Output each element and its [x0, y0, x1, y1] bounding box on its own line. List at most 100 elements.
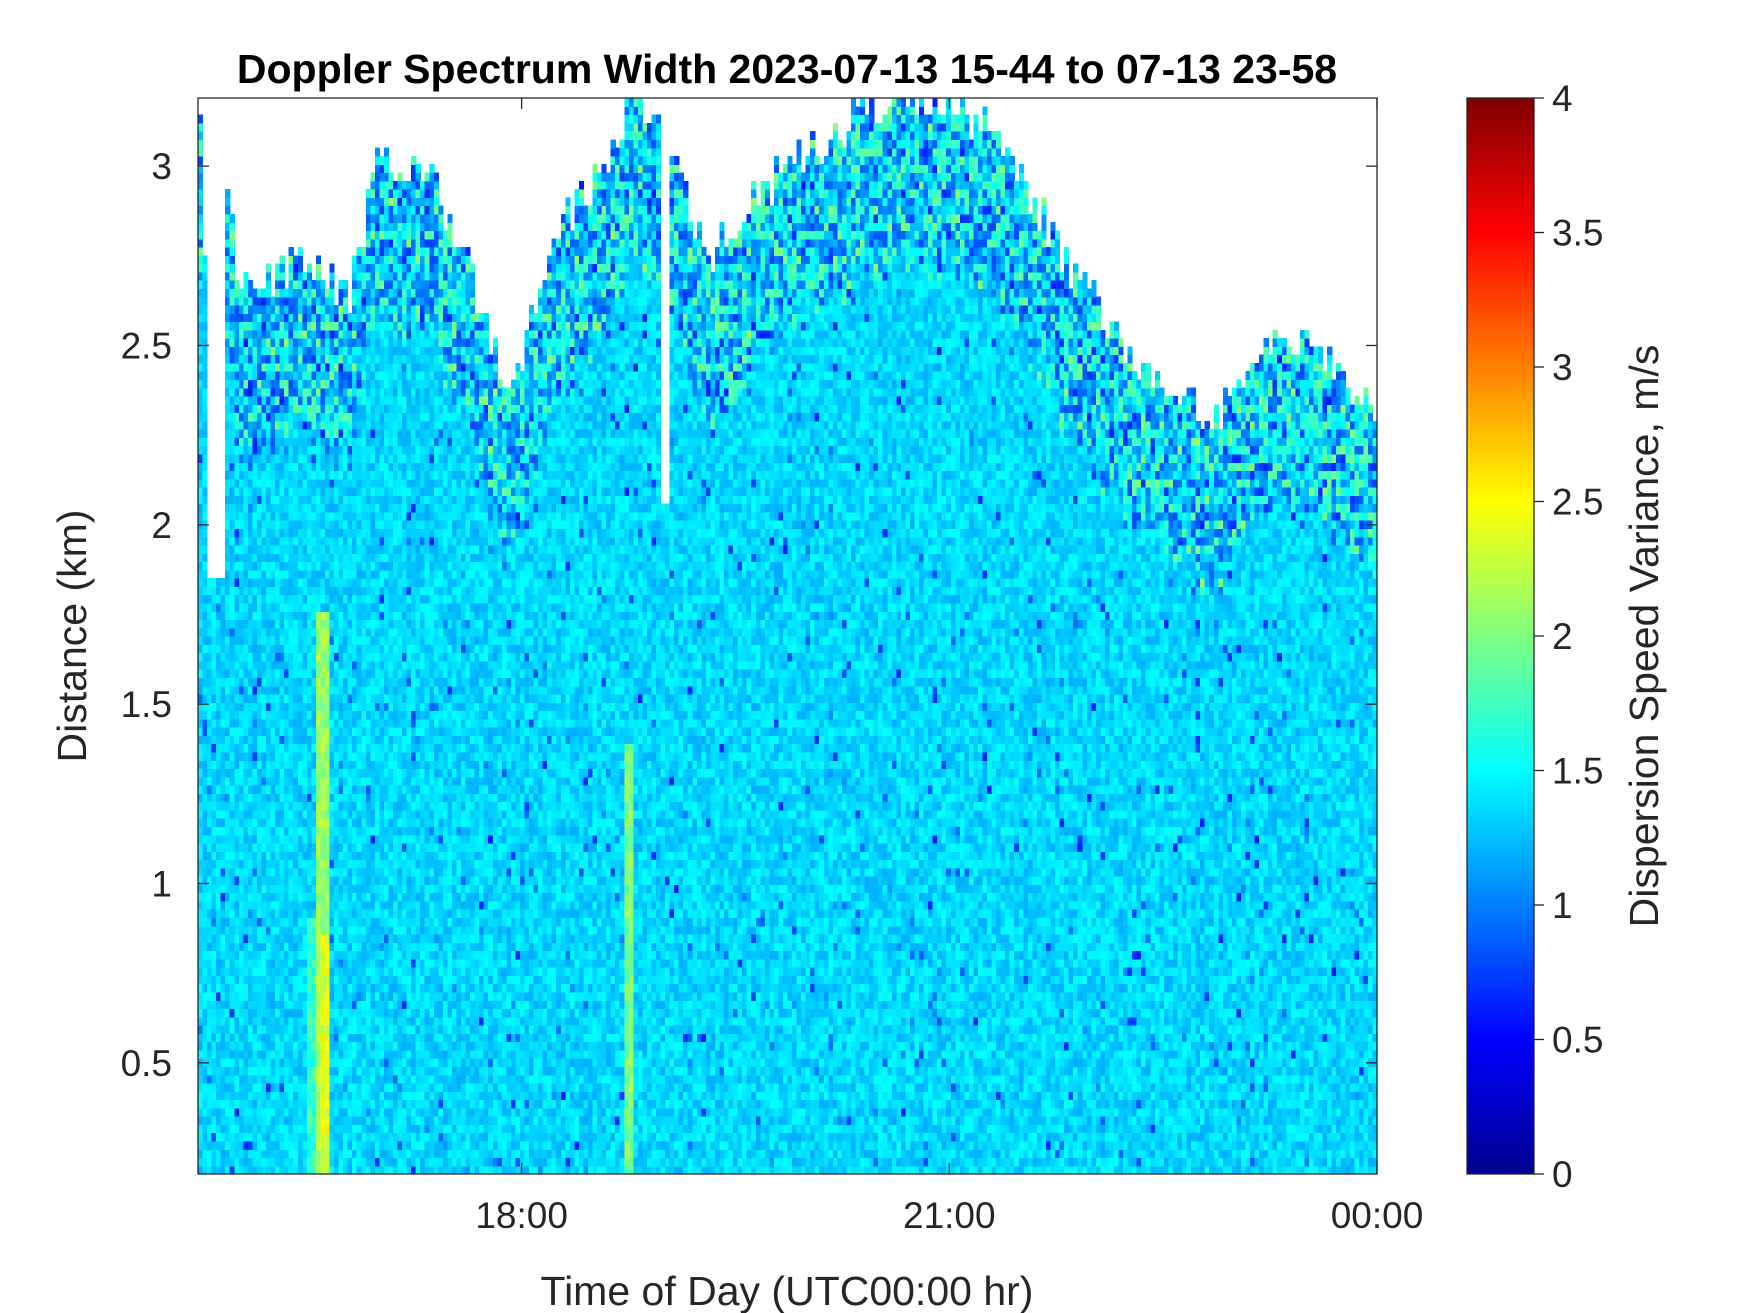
heatmap-cell [393, 1066, 398, 1075]
heatmap-cell [384, 760, 389, 769]
heatmap-cell [388, 437, 393, 446]
heatmap-cell [257, 967, 262, 976]
heatmap-cell [393, 321, 398, 330]
heatmap-cell [320, 1017, 325, 1026]
heatmap-cell [334, 926, 339, 935]
heatmap-cell [330, 371, 335, 380]
heatmap-cell [370, 677, 375, 686]
heatmap-cell [266, 1008, 271, 1017]
heatmap-cell [298, 255, 303, 264]
heatmap-cell [384, 1108, 389, 1117]
heatmap-cell [298, 388, 303, 397]
heatmap-cell [302, 1116, 307, 1125]
heatmap-cell [352, 321, 357, 330]
heatmap-cell [357, 818, 362, 827]
heatmap-cell [216, 1124, 221, 1133]
heatmap-cell [289, 768, 294, 777]
heatmap-cell [257, 512, 262, 521]
heatmap-cell [384, 247, 389, 256]
heatmap-cell [302, 371, 307, 380]
heatmap-cell [207, 586, 212, 595]
heatmap-cell [266, 595, 271, 604]
heatmap-cell [230, 1091, 235, 1100]
heatmap-cell [361, 462, 366, 471]
heatmap-cell [375, 959, 380, 968]
heatmap-cell [284, 793, 289, 802]
heatmap-cell [239, 305, 244, 314]
heatmap-cell [230, 793, 235, 802]
heatmap-cell [284, 752, 289, 761]
heatmap-cell [234, 1050, 239, 1059]
heatmap-cell [334, 901, 339, 910]
heatmap-cell [379, 917, 384, 926]
heatmap-cell [316, 330, 321, 339]
heatmap-cell [384, 586, 389, 595]
heatmap-cell [379, 636, 384, 645]
heatmap-cell [357, 330, 362, 339]
heatmap-cell [352, 537, 357, 546]
heatmap-cell [375, 702, 380, 711]
heatmap-cell [311, 669, 316, 678]
heatmap-cell [243, 495, 248, 504]
heatmap-cell [293, 437, 298, 446]
heatmap-cell [320, 313, 325, 322]
heatmap-cell [370, 1058, 375, 1067]
heatmap-cell [352, 686, 357, 695]
heatmap-cell [316, 479, 321, 488]
heatmap-cell [375, 148, 380, 157]
heatmap-cell [261, 429, 266, 438]
heatmap-cell [293, 1108, 298, 1117]
heatmap-cell [352, 1166, 357, 1175]
heatmap-cell [225, 785, 230, 794]
heatmap-cell [257, 578, 262, 587]
heatmap-cell [361, 826, 366, 835]
heatmap-cell [252, 926, 257, 935]
heatmap-cell [207, 967, 212, 976]
heatmap-cell [230, 975, 235, 984]
heatmap-cell [293, 926, 298, 935]
heatmap-cell [198, 172, 203, 181]
heatmap-cell [343, 851, 348, 860]
heatmap-cell [352, 379, 357, 388]
heatmap-cell [388, 677, 393, 686]
heatmap-cell [257, 893, 262, 902]
heatmap-cell [243, 1075, 248, 1084]
heatmap-cell [280, 495, 285, 504]
heatmap-cell [357, 264, 362, 273]
heatmap-cell [334, 843, 339, 852]
heatmap-cell [207, 1124, 212, 1133]
heatmap-cell [393, 619, 398, 628]
heatmap-cell [234, 330, 239, 339]
heatmap-cell [248, 959, 253, 968]
heatmap-cell [243, 321, 248, 330]
heatmap-cell [257, 959, 262, 968]
heatmap-cell [252, 917, 257, 926]
heatmap-cell [316, 611, 321, 620]
heatmap-cell [280, 1116, 285, 1125]
heatmap-cell [348, 909, 353, 918]
heatmap-cell [366, 421, 371, 430]
heatmap-cell [280, 537, 285, 546]
heatmap-cell [343, 1066, 348, 1075]
heatmap-cell [370, 636, 375, 645]
heatmap-cell [348, 760, 353, 769]
heatmap-cell [266, 429, 271, 438]
heatmap-cell [348, 404, 353, 413]
heatmap-cell [207, 859, 212, 868]
heatmap-cell [339, 462, 344, 471]
heatmap-cell [325, 992, 330, 1001]
heatmap-cell [325, 504, 330, 513]
heatmap-cell [198, 479, 203, 488]
heatmap-cell [334, 528, 339, 537]
heatmap-cell [221, 984, 226, 993]
heatmap-cell [361, 1133, 366, 1142]
heatmap-cell [388, 984, 393, 993]
heatmap-cell [384, 744, 389, 753]
heatmap-cell [243, 744, 248, 753]
heatmap-cell [366, 876, 371, 885]
heatmap-cell [379, 495, 384, 504]
heatmap-cell [334, 586, 339, 595]
heatmap-cell [379, 1149, 384, 1158]
heatmap-cell [384, 206, 389, 215]
heatmap-cell [366, 379, 371, 388]
